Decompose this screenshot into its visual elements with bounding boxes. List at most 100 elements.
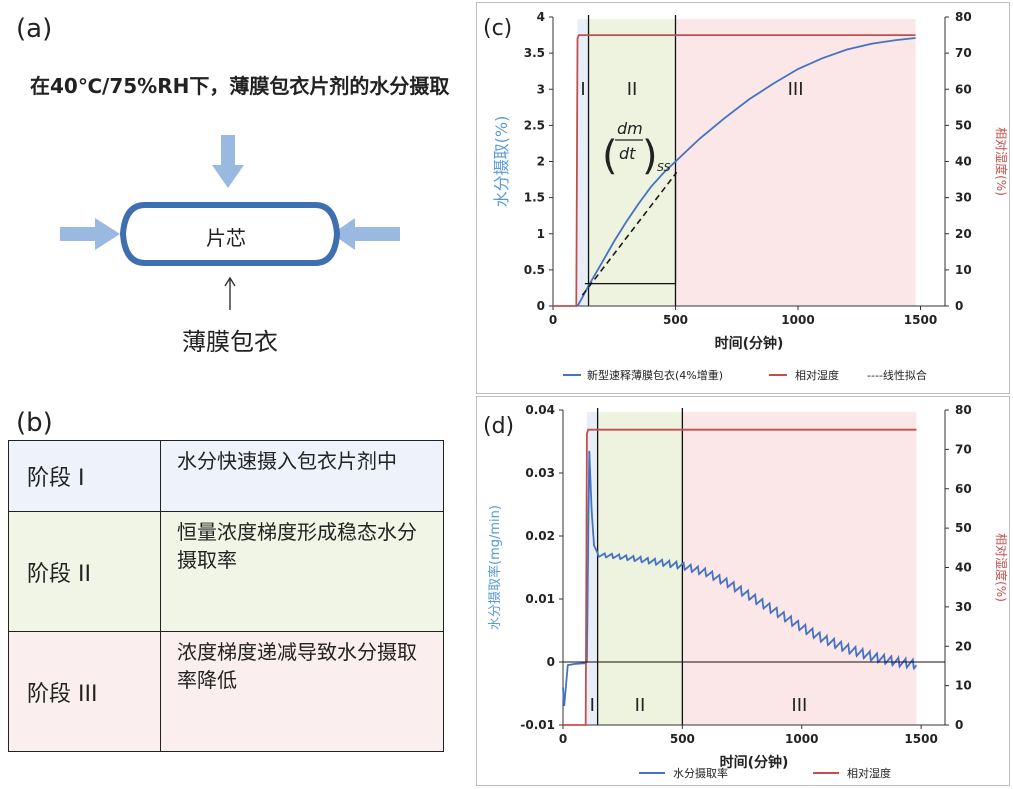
stage-name: 阶段 III: [8, 631, 161, 752]
stage-label: I: [590, 695, 595, 716]
tablet-coating-shape: [119, 202, 341, 266]
y2-tick-label: 20: [955, 227, 972, 241]
chart-c-frame: 0 500 1000 1500 0 0.5 1 1.5 2 2.5 3 3.5 4 0 10 20 30 40 50…: [476, 2, 1010, 394]
x-tick-label: 1500: [904, 313, 937, 327]
y-tick-label: 0.02: [525, 529, 555, 543]
panel-c-letter: (c): [483, 16, 512, 41]
stage-label: II: [627, 79, 638, 100]
legend-label: 相对湿度: [847, 766, 891, 780]
stage-3-band: [675, 19, 916, 306]
stage-desc: 浓度梯度递减导致水分摄取率降低: [160, 631, 444, 752]
y2-tick-label: 10: [955, 263, 972, 277]
series-line: [581, 171, 678, 296]
y-tick-label: 0.01: [525, 592, 555, 606]
legend-label: 水分摄取率: [673, 766, 728, 780]
annotation-paren: ): [642, 133, 658, 179]
panel-d-letter: (d): [483, 414, 514, 439]
y-tick-label: 4: [537, 10, 545, 24]
series-line: [576, 37, 916, 307]
stage-3-band: [682, 412, 917, 725]
y2-tick-label: 80: [955, 403, 972, 417]
y2-tick-label: 10: [955, 679, 972, 693]
y2-tick-label: 30: [955, 191, 972, 205]
stage-name: 阶段 I: [8, 439, 161, 513]
stage-2-band: [597, 412, 683, 725]
right-arrow-icon: [332, 218, 400, 250]
y-tick-label: 0: [537, 299, 545, 313]
panel-a-headline: 在40℃/75%RH下，薄膜包衣片剂的水分摄取: [30, 74, 450, 98]
stage-desc: 恒量浓度梯度形成稳态水分摄取率: [160, 511, 444, 633]
stage-1-band: [586, 412, 598, 725]
stage-desc: 水分快速摄入包衣片剂中: [160, 439, 444, 513]
stage-row: 阶段 III 浓度梯度递减导致水分摄取率降低: [8, 631, 444, 752]
x-tick-label: 1000: [781, 313, 814, 327]
y2-tick-label: 80: [955, 10, 972, 24]
y2-axis-title: 相对湿度(%): [994, 533, 1009, 602]
chart-d-frame: 0 500 1000 1500 -0.01 0 0.01 0.02 0.03 0.04 0 10 20 3…: [476, 396, 1010, 786]
series-line: [562, 450, 918, 707]
y2-tick-label: 60: [955, 482, 972, 496]
stage-label: III: [788, 79, 804, 100]
y-tick-label: 0.04: [525, 403, 555, 417]
panel-a-letter: (a): [16, 14, 53, 44]
coat-label: 薄膜包衣: [182, 328, 278, 356]
y-tick-label: 0: [547, 655, 555, 669]
annotation-paren: (: [602, 133, 618, 179]
x-axis-title: 时间(分钟): [720, 754, 789, 771]
y2-tick-label: 0: [955, 718, 963, 732]
y2-tick-label: 70: [955, 46, 972, 60]
tablet-diagram: [60, 135, 400, 310]
stage-table: 阶段 I 水分快速摄入包衣片剂中 阶段 II 恒量浓度梯度形成稳态水分摄取率 阶…: [8, 439, 444, 752]
x-tick-label: 0: [549, 313, 557, 327]
y2-tick-label: 50: [955, 118, 972, 132]
y2-tick-label: 60: [955, 82, 972, 96]
y-tick-label: 2: [537, 155, 545, 169]
y-tick-label: 2.5: [524, 118, 545, 132]
x-tick-label: 500: [670, 732, 695, 746]
y-tick-label: -0.01: [520, 718, 555, 732]
y2-tick-label: 50: [955, 521, 972, 535]
y-tick-label: 3.5: [524, 46, 545, 60]
panel-b-letter: (b): [16, 408, 53, 438]
slope-annotation: (dm dt) SS: [602, 119, 671, 179]
legend: 水分摄取率 相对湿度: [639, 766, 891, 780]
stage-1-band: [577, 19, 589, 306]
y-tick-label: 0.03: [525, 466, 555, 480]
annotation-dm: dm: [617, 119, 643, 138]
y-tick-label: 3: [537, 82, 545, 96]
stage-name: 阶段 II: [8, 511, 161, 633]
core-label: 片芯: [206, 226, 246, 250]
x-tick-label: 500: [663, 313, 688, 327]
y2-tick-label: 20: [955, 639, 972, 653]
x-tick-label: 1500: [904, 732, 937, 746]
y2-axis-title: 相对湿度(%): [994, 127, 1009, 196]
y2-tick-label: 0: [955, 299, 963, 313]
legend-label: ----线性拟合: [867, 368, 927, 382]
series-line: [553, 34, 916, 307]
x-tick-label: 1000: [785, 732, 818, 746]
y-axis-title: 水分摄取率(mg/min): [487, 505, 503, 630]
legend-label: 相对湿度: [795, 368, 839, 382]
stage-label: I: [580, 79, 585, 100]
y-tick-label: 1: [537, 227, 545, 241]
x-axis-title: 时间(分钟): [715, 335, 784, 352]
y-axis-title: 水分摄取(%): [492, 116, 511, 208]
y2-tick-label: 30: [955, 600, 972, 614]
legend: 新型速释薄膜包衣(4%增重) 相对湿度 ----线性拟合: [563, 368, 927, 382]
y-tick-label: 1.5: [524, 191, 545, 205]
legend-label: 新型速释薄膜包衣(4%增重): [587, 368, 723, 382]
series-line: [563, 428, 917, 726]
stage-label: III: [791, 695, 807, 716]
top-arrow-icon: [212, 135, 244, 188]
stage-label: II: [635, 695, 646, 716]
left-arrow-icon: [60, 218, 120, 250]
stage-row: 阶段 II 恒量浓度梯度形成稳态水分摄取率: [8, 511, 444, 633]
chart-c: 0 500 1000 150000.511.522.533.5401020304050…: [483, 10, 1009, 382]
y2-tick-label: 40: [955, 155, 972, 169]
stage-2-band: [588, 19, 676, 306]
stage-row: 阶段 I 水分快速摄入包衣片剂中: [8, 439, 444, 513]
chart-d: 0 500 1000 1500 -0.01 0 0.01 0.02 0.03 0.04 0 10 20 3…: [483, 403, 1009, 780]
annotation-ss: SS: [657, 161, 671, 174]
y2-tick-label: 70: [955, 442, 972, 456]
y-tick-label: 0.5: [524, 263, 545, 277]
